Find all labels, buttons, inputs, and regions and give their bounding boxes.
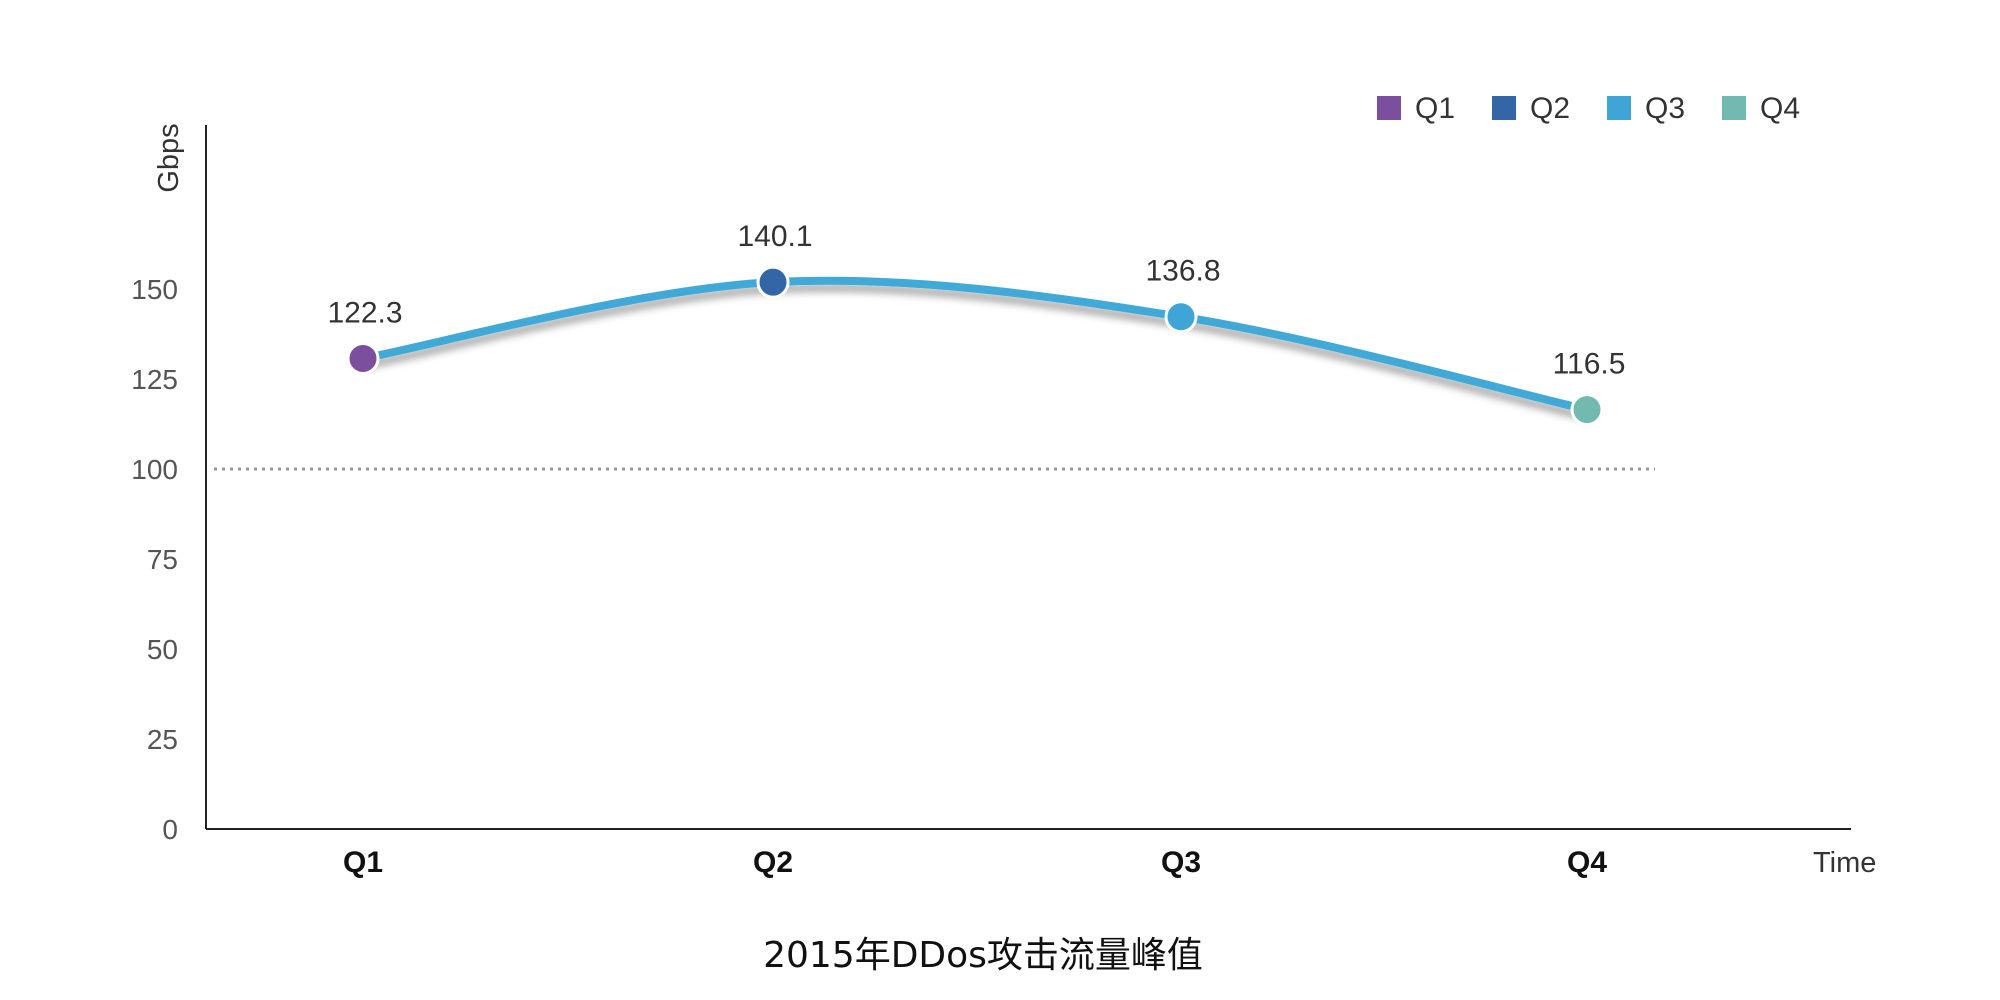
data-point — [756, 265, 790, 299]
y-tick-label: 25 — [147, 724, 178, 755]
legend-label: Q4 — [1760, 92, 1800, 125]
legend-label: Q3 — [1645, 92, 1685, 125]
data-point — [346, 341, 380, 375]
data-label: 140.1 — [737, 220, 812, 253]
legend-label: Q2 — [1530, 92, 1570, 125]
legend: Q1 Q2 Q3 Q4 — [1377, 92, 1800, 125]
y-tick-label: 75 — [147, 544, 178, 575]
series-line — [359, 276, 1591, 414]
legend-item: Q3 — [1607, 92, 1685, 125]
legend-item: Q1 — [1377, 92, 1455, 125]
x-tick-label: Q4 — [1567, 846, 1607, 879]
legend-swatch — [1607, 96, 1631, 120]
legend-label: Q1 — [1415, 92, 1455, 125]
data-label: 122.3 — [327, 296, 402, 329]
y-tick-label: 125 — [131, 364, 178, 395]
data-label: 136.8 — [1145, 255, 1220, 288]
data-point — [1164, 300, 1198, 334]
y-tick-label: 50 — [147, 634, 178, 665]
data-label: 116.5 — [1553, 348, 1626, 381]
x-tick-label: Q1 — [343, 846, 383, 879]
legend-swatch — [1377, 96, 1401, 120]
x-tick-label: Q2 — [753, 846, 793, 879]
x-tick-label: Q3 — [1161, 846, 1201, 879]
y-tick-label: 0 — [162, 814, 178, 845]
y-tick-labels: 0 25 50 75 100 125 150 — [131, 274, 178, 845]
x-tick-labels: Q1 Q2 Q3 Q4 — [343, 846, 1607, 879]
y-tick-label: 100 — [131, 454, 178, 485]
data-points — [346, 265, 1604, 427]
legend-swatch — [1492, 96, 1516, 120]
y-axis-title: Gbps — [153, 123, 185, 192]
data-labels: 122.3 140.1 136.8 116.5 — [327, 220, 1625, 380]
series-group — [359, 276, 1591, 414]
legend-swatch — [1722, 96, 1746, 120]
data-point — [1570, 393, 1604, 427]
legend-item: Q4 — [1722, 92, 1800, 125]
x-axis-title: Time — [1813, 847, 1876, 879]
legend-item: Q2 — [1492, 92, 1570, 125]
chart-title: 2015年DDos攻击流量峰值 — [763, 935, 1203, 976]
y-tick-label: 150 — [131, 274, 178, 305]
